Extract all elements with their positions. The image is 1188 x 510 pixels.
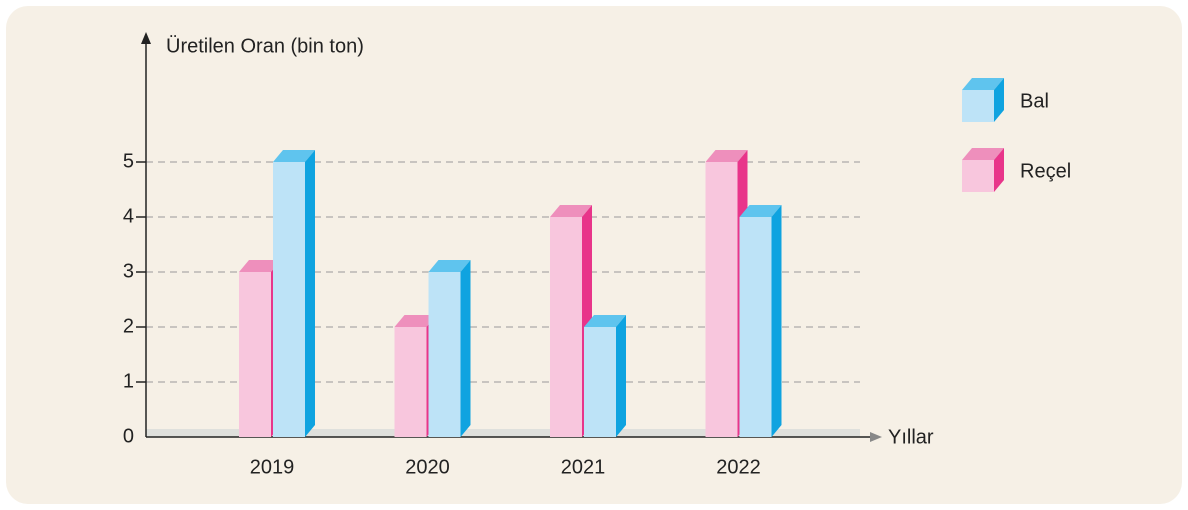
y-tick-label: 1	[123, 370, 134, 392]
x-axis-label: Yıllar	[888, 426, 934, 448]
legend-swatch	[962, 90, 994, 122]
y-axis-label: Üretilen Oran (bin ton)	[166, 35, 364, 57]
x-tick-label: 2019	[250, 456, 295, 478]
bar-top	[273, 150, 315, 162]
bar-top	[739, 205, 782, 217]
legend-swatch-top	[962, 78, 1004, 90]
bar-top	[428, 260, 471, 272]
y-tick-label: 5	[123, 150, 134, 172]
bar-top	[550, 205, 592, 217]
bar-top	[705, 150, 748, 162]
bar	[239, 272, 271, 437]
x-axis-arrow	[870, 432, 882, 442]
y-tick-label: 0	[123, 425, 134, 447]
bar	[394, 327, 427, 437]
bar-side	[460, 260, 471, 437]
legend-swatch-side	[994, 78, 1004, 122]
bar	[550, 217, 582, 437]
bar	[705, 162, 738, 437]
y-tick-label: 2	[123, 315, 134, 337]
bar	[739, 217, 772, 437]
bar-top	[394, 315, 437, 327]
y-tick-label: 4	[123, 205, 134, 227]
y-tick-label: 3	[123, 260, 134, 282]
floor	[146, 429, 860, 437]
bar-top	[239, 260, 281, 272]
x-tick-label: 2021	[561, 456, 606, 478]
bar	[428, 272, 461, 437]
bar	[273, 162, 305, 437]
legend-label: Reçel	[1020, 160, 1071, 182]
legend-swatch	[962, 160, 994, 192]
x-tick-label: 2020	[405, 456, 450, 478]
y-axis-arrow	[141, 32, 151, 44]
legend-swatch-top	[962, 148, 1004, 160]
bar-side	[305, 150, 315, 437]
legend-label: Bal	[1020, 90, 1049, 112]
bar	[584, 327, 616, 437]
legend-swatch-side	[994, 148, 1004, 192]
bar-side	[616, 315, 626, 437]
bar-top	[584, 315, 626, 327]
x-tick-label: 2022	[716, 456, 761, 478]
bar-side	[771, 205, 782, 437]
